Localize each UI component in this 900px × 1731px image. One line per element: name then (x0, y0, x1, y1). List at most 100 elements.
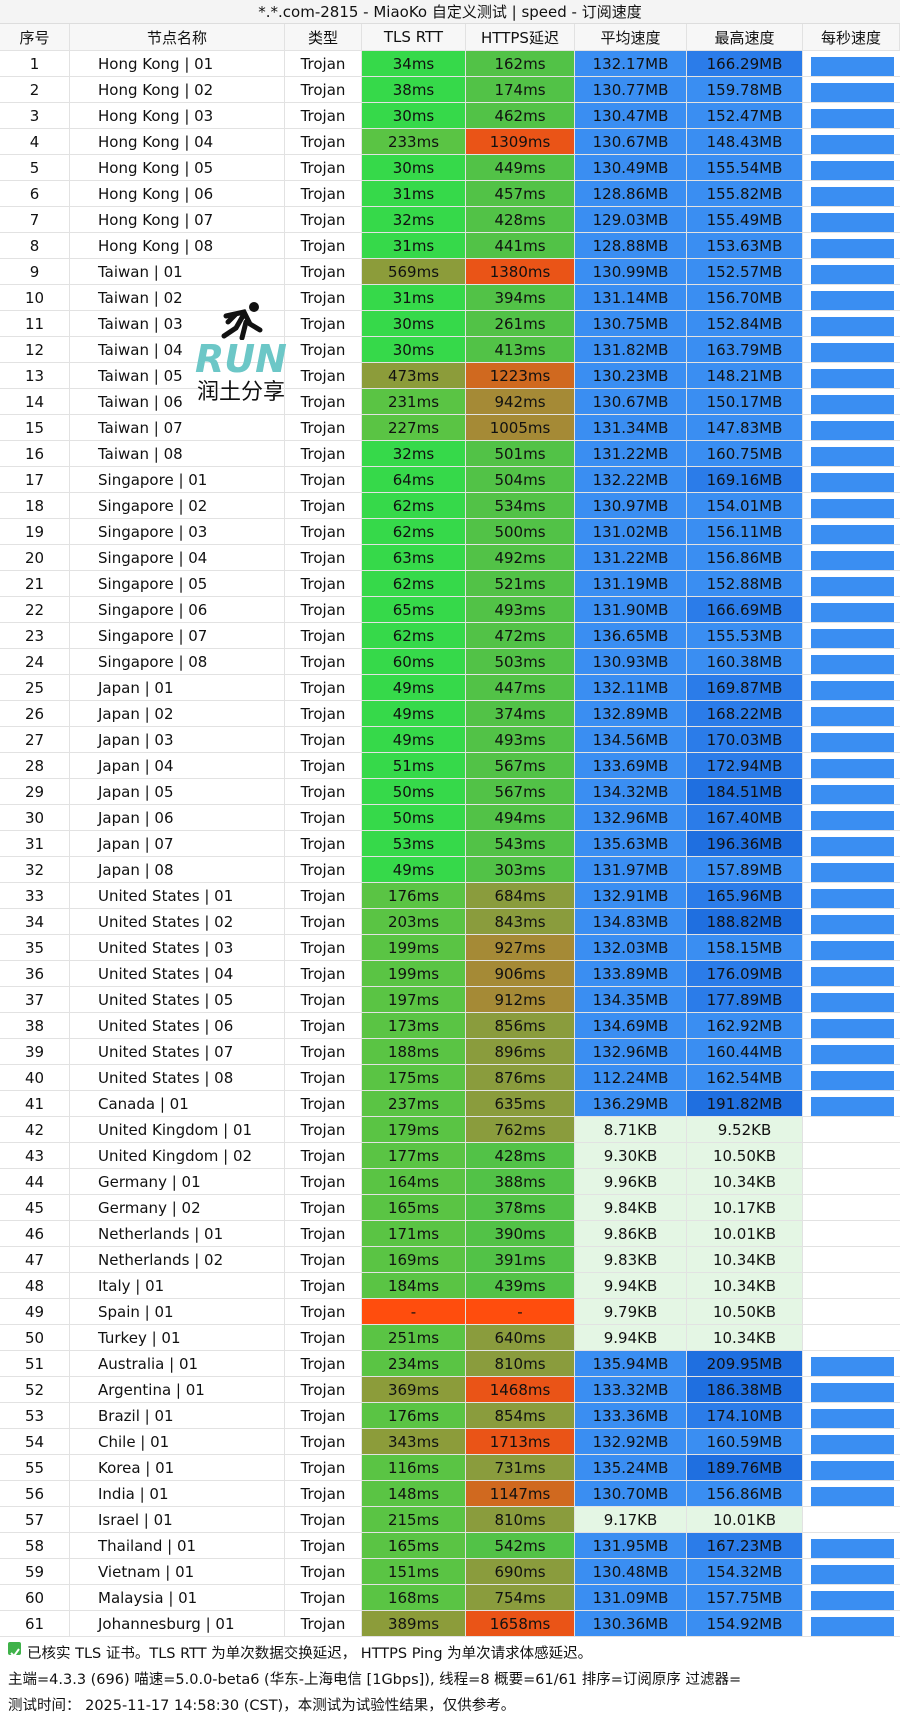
column-header: 每秒速度 (803, 24, 900, 51)
https-latency: 1147ms (466, 1481, 575, 1507)
speed-sparkline (803, 1377, 900, 1403)
index: 2 (0, 77, 70, 103)
max-speed: 163.79MB (687, 337, 803, 363)
avg-speed: 134.35MB (575, 987, 687, 1013)
index: 9 (0, 259, 70, 285)
https-latency: 174ms (466, 77, 575, 103)
avg-speed: 130.49MB (575, 155, 687, 181)
index: 32 (0, 857, 70, 883)
speed-sparkline (803, 233, 900, 259)
max-speed: 154.92MB (687, 1611, 803, 1637)
protocol: Trojan (285, 571, 362, 597)
index: 34 (0, 909, 70, 935)
max-speed: 153.63MB (687, 233, 803, 259)
avg-speed: 135.24MB (575, 1455, 687, 1481)
check-mark (10, 1648, 20, 1658)
tls-rtt: 171ms (362, 1221, 466, 1247)
tls-rtt: 31ms (362, 233, 466, 259)
sparkline-fill (811, 759, 894, 778)
index: 5 (0, 155, 70, 181)
protocol: Trojan (285, 987, 362, 1013)
protocol: Trojan (285, 597, 362, 623)
max-speed: 162.92MB (687, 1013, 803, 1039)
max-speed: 186.38MB (687, 1377, 803, 1403)
speed-sparkline (803, 1611, 900, 1637)
tls-rtt: 30ms (362, 103, 466, 129)
max-speed: 160.44MB (687, 1039, 803, 1065)
tls-rtt: 151ms (362, 1559, 466, 1585)
avg-speed: 134.83MB (575, 909, 687, 935)
index: 46 (0, 1221, 70, 1247)
node-name: Germany | 02 (70, 1195, 285, 1221)
index: 49 (0, 1299, 70, 1325)
max-speed: 162.54MB (687, 1065, 803, 1091)
table-row: 20 Singapore | 04 Trojan 63ms 492ms 131.22MB 1… (0, 545, 900, 571)
protocol: Trojan (285, 415, 362, 441)
tls-rtt: 32ms (362, 441, 466, 467)
column-header: 节点名称 (70, 24, 285, 51)
node-name: Turkey | 01 (70, 1325, 285, 1351)
node-name: Japan | 01 (70, 675, 285, 701)
max-speed: 154.01MB (687, 493, 803, 519)
node-name: Hong Kong | 04 (70, 129, 285, 155)
https-latency: 534ms (466, 493, 575, 519)
tls-rtt: 215ms (362, 1507, 466, 1533)
tls-rtt: 49ms (362, 701, 466, 727)
protocol: Trojan (285, 129, 362, 155)
avg-speed: 9.96KB (575, 1169, 687, 1195)
footer: 已核实 TLS 证书。TLS RTT 为单次数据交换延迟， HTTPS Ping… (0, 1637, 900, 1723)
index: 4 (0, 129, 70, 155)
protocol: Trojan (285, 1377, 362, 1403)
speed-sparkline (803, 1351, 900, 1377)
https-latency: 942ms (466, 389, 575, 415)
node-name: Canada | 01 (70, 1091, 285, 1117)
index: 23 (0, 623, 70, 649)
speed-sparkline (803, 831, 900, 857)
node-name: Taiwan | 03 (70, 311, 285, 337)
node-name: United States | 07 (70, 1039, 285, 1065)
table-row: 2 Hong Kong | 02 Trojan 38ms 174ms 130.77MB 15… (0, 77, 900, 103)
sparkline-fill (811, 915, 894, 934)
speed-sparkline (803, 493, 900, 519)
footer-text: 已核实 TLS 证书。TLS RTT 为单次数据交换延迟， HTTPS Ping… (27, 1646, 593, 1662)
sparkline-fill (811, 317, 894, 336)
index: 43 (0, 1143, 70, 1169)
tls-rtt: 53ms (362, 831, 466, 857)
https-latency: 500ms (466, 519, 575, 545)
https-latency: 635ms (466, 1091, 575, 1117)
speed-sparkline (803, 857, 900, 883)
https-latency: 472ms (466, 623, 575, 649)
node-name: Taiwan | 05 (70, 363, 285, 389)
tls-rtt: 30ms (362, 311, 466, 337)
node-name: Singapore | 03 (70, 519, 285, 545)
sparkline-fill (811, 681, 894, 700)
tls-rtt: 38ms (362, 77, 466, 103)
speed-sparkline (803, 285, 900, 311)
table-row: 56 India | 01 Trojan 148ms 1147ms 130.70MB 156… (0, 1481, 900, 1507)
table-row: 25 Japan | 01 Trojan 49ms 447ms 132.11MB 169.8… (0, 675, 900, 701)
avg-speed: 131.34MB (575, 415, 687, 441)
node-name: Hong Kong | 05 (70, 155, 285, 181)
index: 22 (0, 597, 70, 623)
avg-speed: 129.03MB (575, 207, 687, 233)
tls-rtt: 199ms (362, 961, 466, 987)
https-latency: 1005ms (466, 415, 575, 441)
node-name: Singapore | 08 (70, 649, 285, 675)
speed-sparkline (803, 675, 900, 701)
protocol: Trojan (285, 337, 362, 363)
max-speed: 160.75MB (687, 441, 803, 467)
https-latency: 567ms (466, 779, 575, 805)
table-row: 44 Germany | 01 Trojan 164ms 388ms 9.96KB 10.3… (0, 1169, 900, 1195)
node-name: Japan | 04 (70, 753, 285, 779)
table-row: 55 Korea | 01 Trojan 116ms 731ms 135.24MB 189.… (0, 1455, 900, 1481)
speed-sparkline (803, 623, 900, 649)
column-header: 平均速度 (575, 24, 687, 51)
node-name: Spain | 01 (70, 1299, 285, 1325)
speed-sparkline (803, 1091, 900, 1117)
tls-rtt: 165ms (362, 1195, 466, 1221)
speed-sparkline (803, 597, 900, 623)
table-row: 17 Singapore | 01 Trojan 64ms 504ms 132.22MB 1… (0, 467, 900, 493)
protocol: Trojan (285, 1065, 362, 1091)
tls-rtt: 173ms (362, 1013, 466, 1039)
